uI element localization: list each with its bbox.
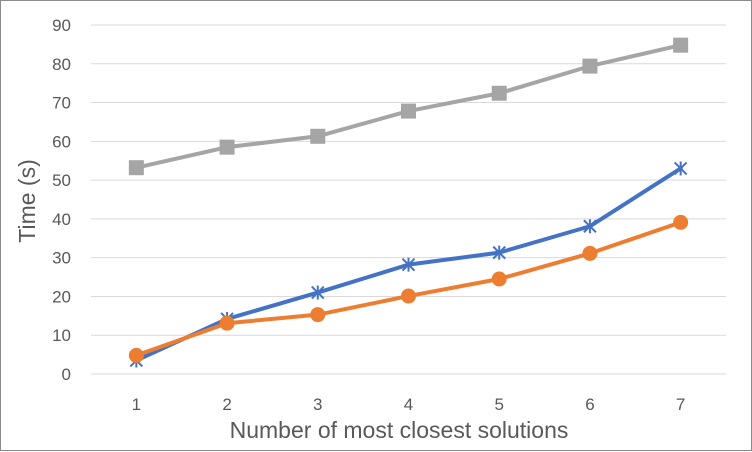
series-3 [128,37,689,176]
x-tick-label: 6 [585,395,594,414]
y-tick-label: 80 [52,55,71,74]
y-tick-label: 10 [52,326,71,345]
data-point-asterisk [311,285,325,300]
y-tick-label: 20 [52,287,71,306]
data-point-circle [401,288,416,304]
data-point-circle [491,271,507,287]
y-axis-tick-labels: 0 10 20 30 40 50 60 70 80 90 [52,16,71,384]
data-point-square [219,139,235,155]
data-point-square [310,128,326,144]
series-2 [128,214,689,363]
data-point-circle [310,307,326,323]
data-point-circle [673,214,689,230]
y-tick-label: 30 [52,249,71,268]
x-axis-title: Number of most closest solutions [230,417,569,443]
data-point-square [401,103,416,119]
y-tick-label: 70 [52,94,71,113]
x-axis-tick-labels: 1 2 3 4 5 6 7 [132,395,686,414]
data-point-square [128,160,144,176]
data-point-circle [582,245,598,261]
y-axis-title: Time (s) [14,159,40,242]
x-tick-label: 7 [676,395,685,414]
x-tick-label: 2 [222,395,231,414]
data-point-asterisk [583,219,597,234]
y-tick-label: 40 [52,210,71,229]
y-tick-label: 50 [52,171,71,190]
data-point-circle [128,347,144,363]
data-point-circle [219,315,235,331]
y-tick-label: 90 [52,16,71,35]
y-tick-label: 60 [52,132,71,151]
series-layer [128,37,689,368]
data-point-asterisk [492,245,506,260]
x-tick-label: 3 [313,395,322,414]
x-tick-label: 5 [494,395,503,414]
data-point-square [491,85,507,101]
data-point-square [582,58,598,74]
data-point-square [673,37,689,53]
x-tick-label: 4 [404,395,413,414]
series-1 [129,161,688,368]
data-point-asterisk [401,257,416,272]
y-tick-label: 0 [62,365,71,384]
x-tick-label: 1 [132,395,141,414]
data-point-asterisk [673,161,688,176]
